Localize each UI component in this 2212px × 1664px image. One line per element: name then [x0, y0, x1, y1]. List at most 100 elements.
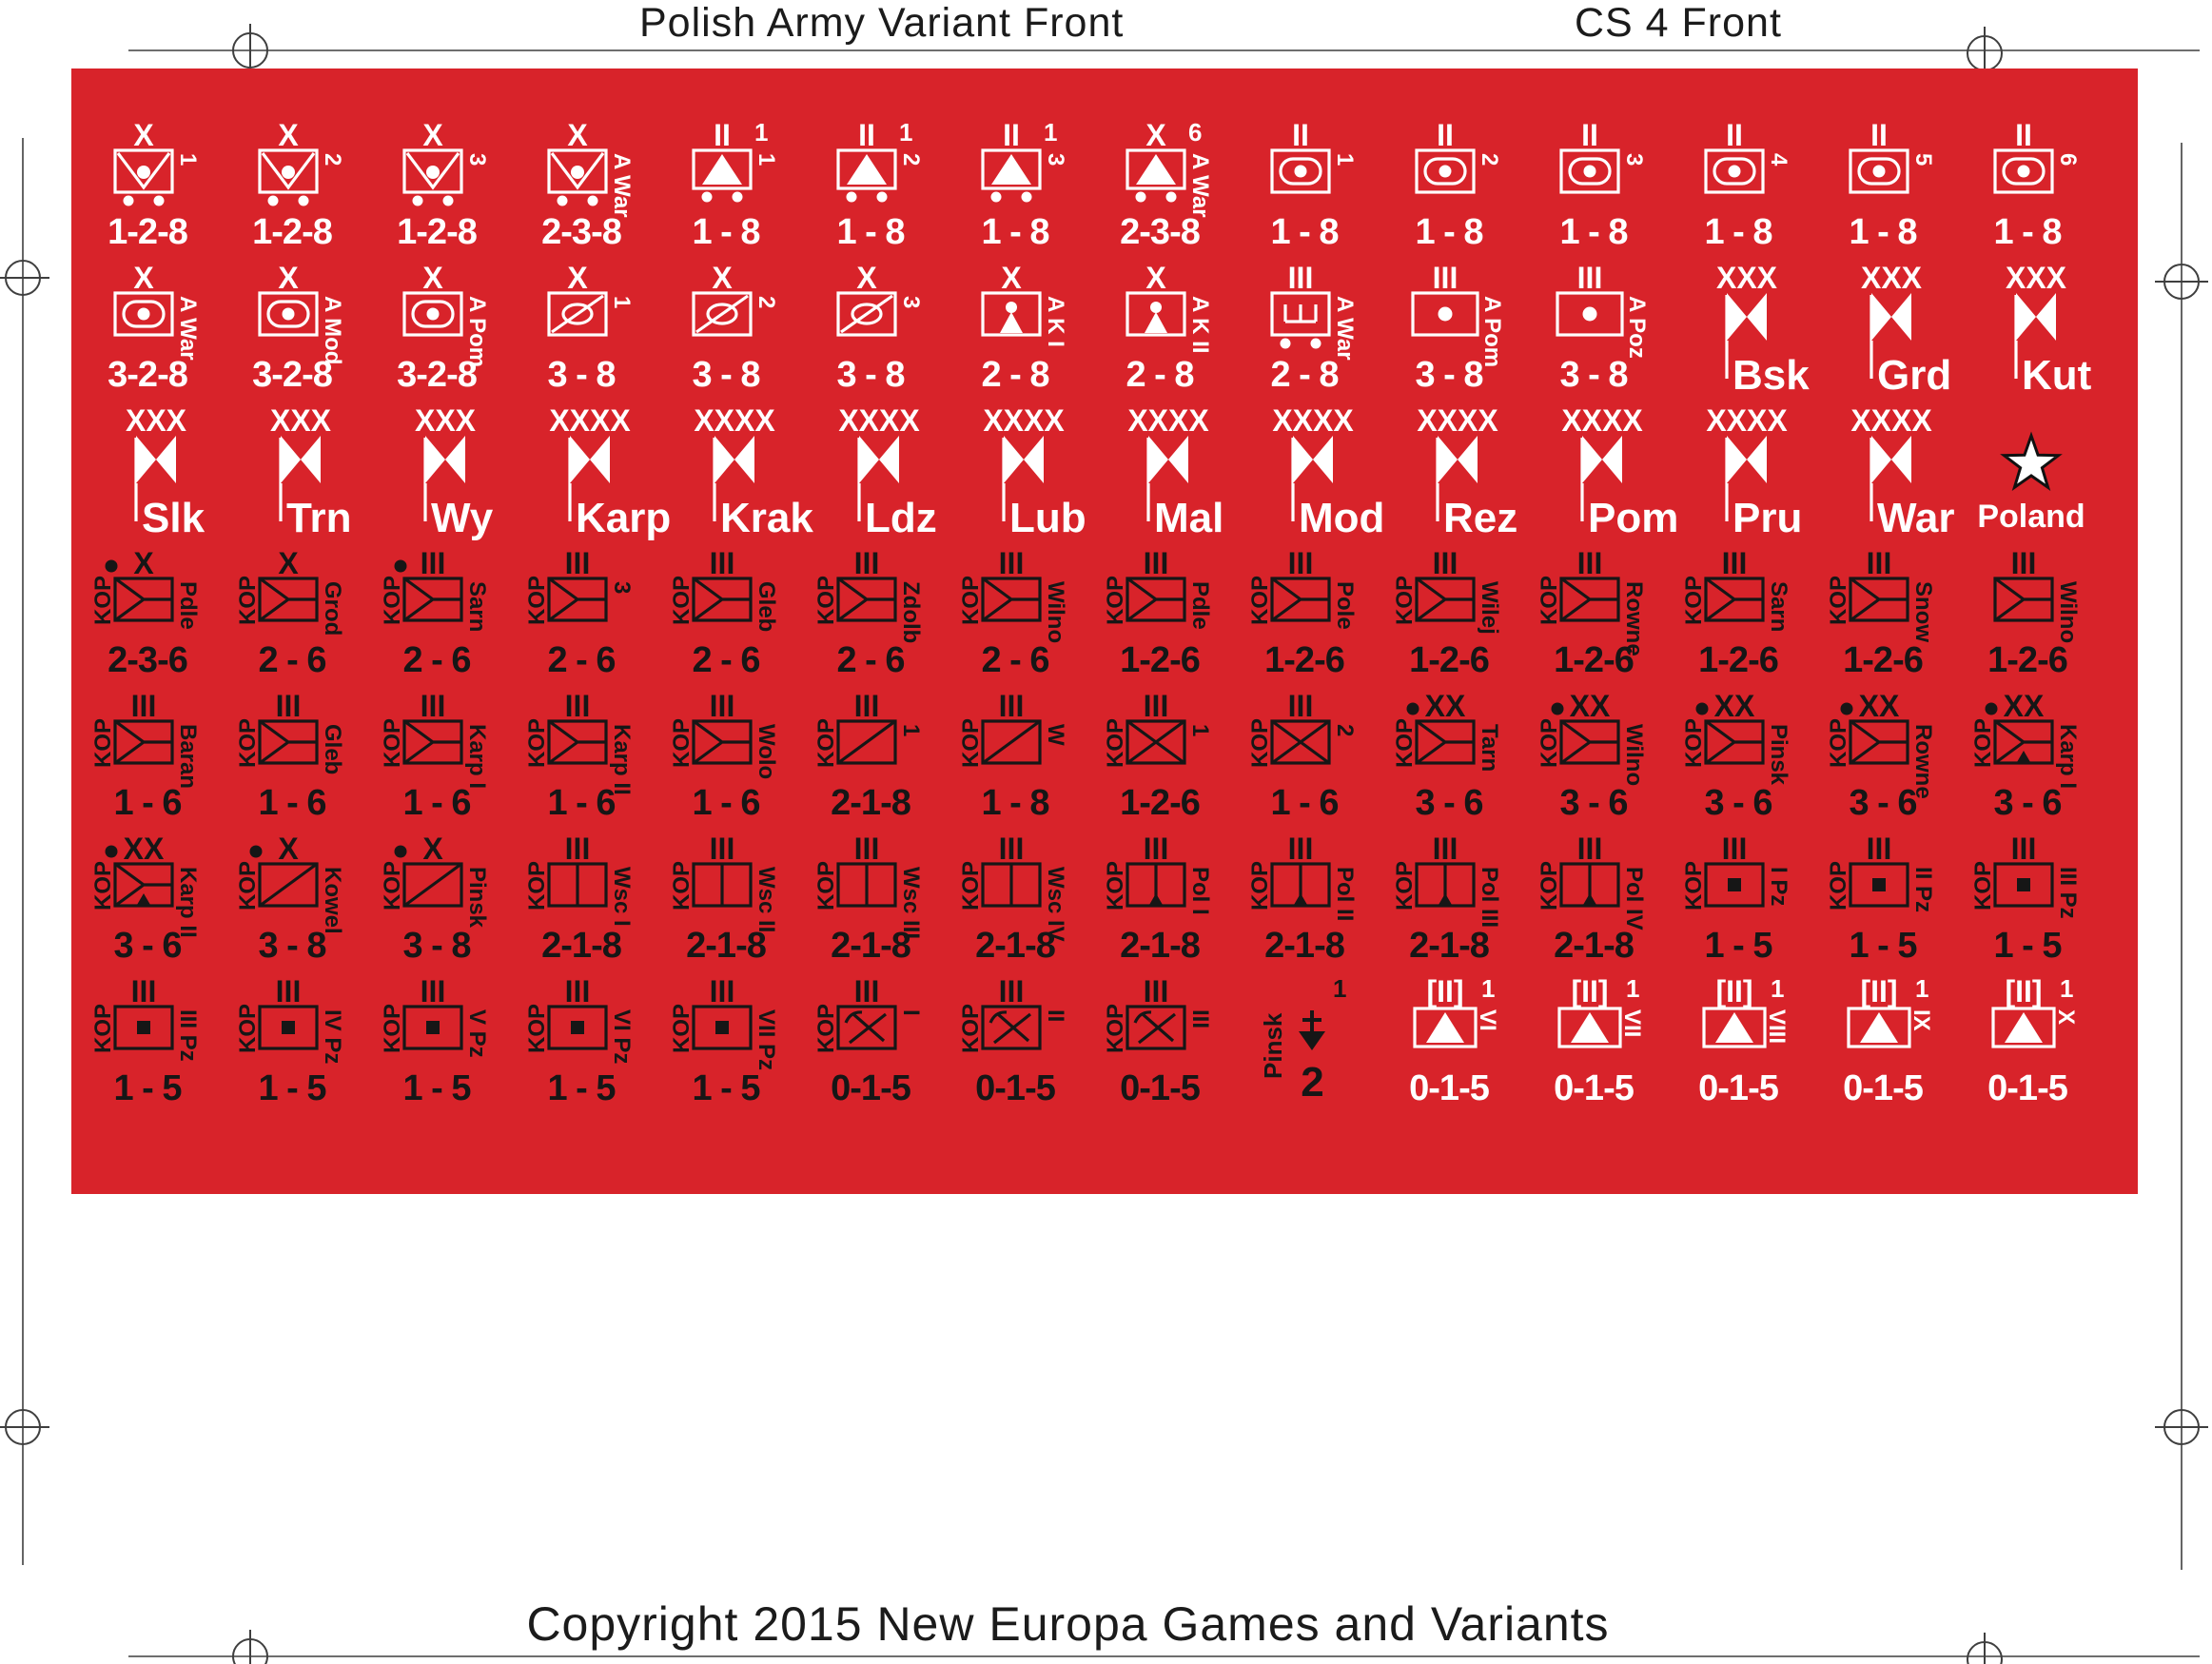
unit-symbol: [II] 1 VIII 0-1-5: [1698, 974, 1790, 1108]
combat-values: 0-1-5: [1698, 1068, 1779, 1108]
unit-symbol: III Karp II KOP 1 - 6: [524, 689, 635, 823]
unit-designation: Karp I: [2055, 724, 2081, 789]
kop-label: KOP: [1970, 718, 1996, 768]
combat-values: 1 - 8: [692, 212, 759, 252]
hq-flag-counter: XXXX Rez: [1380, 403, 1525, 550]
unit-symbol: X 2 1-2-8: [252, 118, 345, 252]
kop-label: KOP: [958, 861, 984, 910]
unit-symbol: III Wilej KOP 1-2-6: [1392, 546, 1502, 680]
unit-designation: Pole: [1332, 581, 1358, 630]
elite-dot: [105, 559, 118, 573]
combat-values: 1-2-6: [1843, 640, 1923, 680]
unit-designation: VIII: [1764, 1009, 1790, 1044]
hq-flag-counter: XXXX War: [1814, 403, 1959, 550]
unit-designation: 1: [754, 153, 779, 166]
size-indicator: XXXX: [983, 403, 1065, 438]
kop-label: KOP: [1103, 861, 1128, 910]
combat-values: 1 - 8: [1270, 212, 1338, 252]
combat-values: 2-3-8: [541, 212, 621, 252]
unit-designation: Wsc III: [898, 867, 924, 939]
unit-counter: X 2 1-2-8: [224, 118, 368, 264]
unit-counter: III Wilej KOP 1-2-6: [1380, 546, 1525, 693]
elite-dot: [394, 559, 407, 573]
unit-designation: Karp II: [175, 867, 201, 938]
kop-label: KOP: [380, 861, 405, 910]
combat-values: 3 - 8: [836, 355, 904, 395]
unit-symbol: XXXX War: [1850, 403, 1954, 541]
size-indicator: III: [710, 546, 735, 580]
hq-name: Kut: [2022, 352, 2092, 399]
unit-symbol: X A K II2 - 8: [1126, 261, 1213, 395]
size-indicator: XX: [1714, 689, 1755, 723]
size-indicator: III: [1144, 832, 1169, 866]
unit-designation: II: [1043, 1009, 1068, 1022]
combat-values: 1 - 5: [1704, 926, 1772, 966]
size-indicator: XXXX: [1850, 403, 1932, 438]
combat-values: 1-2-6: [1987, 640, 2067, 680]
unit-counter: III II Pz KOP 1 - 5: [1814, 832, 1959, 978]
hq-name: Ldz: [865, 495, 937, 541]
unit-counter: III III Pz KOP 1 - 5: [79, 974, 224, 1121]
size-indicator: XXXX: [549, 403, 631, 438]
size-indicator: X: [422, 261, 443, 295]
unit-counter: III III KOP 0-1-5: [1091, 974, 1236, 1121]
kop-label: KOP: [1681, 861, 1707, 910]
size-indicator: III: [999, 974, 1025, 1008]
unit-counter: X A K I 2 - 8: [947, 261, 1091, 407]
size-indicator: X: [1145, 118, 1166, 152]
combat-values: 2-1-8: [1264, 926, 1344, 966]
hq-flag-counter: XXXX Karp: [513, 403, 671, 550]
unit-counter: III VII Pz KOP 1 - 5: [657, 974, 802, 1121]
poland-marker: Poland: [1959, 407, 2104, 550]
size-indicator: II: [1437, 118, 1454, 152]
unit-designation: 1: [1187, 724, 1213, 736]
size-indicator: III: [1577, 546, 1603, 580]
hq-name: Trn: [286, 495, 351, 541]
kop-label: KOP: [1247, 718, 1273, 768]
size-indicator: XXXX: [1272, 403, 1354, 438]
combat-values: 3-2-8: [108, 355, 187, 395]
unit-designation: A War: [609, 153, 635, 218]
combat-values: 0-1-5: [1409, 1068, 1490, 1108]
unit-designation: Grod: [320, 581, 345, 636]
kop-label: KOP: [669, 718, 695, 768]
unit-symbol: II 1 1 - 8: [1270, 118, 1358, 252]
size-indicator: II: [1292, 118, 1309, 152]
size-indicator: II: [714, 118, 731, 152]
unit-designation: X: [2053, 1009, 2079, 1025]
unit-designation: Wilej: [1477, 581, 1502, 635]
combat-values: 1 - 5: [1849, 926, 1917, 966]
unit-counter: III Gleb KOP 2 - 6: [657, 546, 802, 693]
unit-counter: III V Pz KOP 1 - 5: [368, 974, 513, 1121]
size-indicator: XXX: [2006, 261, 2067, 295]
unit-counter: III A Pom 3 - 8: [1380, 261, 1525, 407]
unit-designation: Tarn: [1477, 724, 1502, 772]
country-name: Poland: [1977, 499, 2085, 535]
unit-counter: III Pol II KOP 2-1-8: [1236, 832, 1380, 978]
unit-counter: II 4 1 - 8: [1670, 118, 1814, 264]
combat-values: 1 - 5: [1993, 926, 2062, 966]
unit-symbol: X Kowel KOP 3 - 8: [235, 832, 345, 966]
unit-symbol: II 1 1 1 - 8: [692, 118, 779, 252]
hq-flag-counter: XXX Slk: [79, 403, 224, 550]
kop-label: KOP: [90, 1004, 116, 1053]
unit-symbol: III Pol IV KOP 2-1-8: [1537, 832, 1647, 966]
size-indicator: III: [565, 689, 591, 723]
size-indicator: X: [712, 261, 733, 295]
hq-name: Karp: [576, 495, 671, 541]
unit-symbol: III Pol II KOP 2-1-8: [1247, 832, 1358, 966]
hq-flag-counter: XXXX Lub: [947, 403, 1091, 550]
combat-values: 3 - 6: [1559, 783, 1627, 823]
size-indicator: III: [565, 546, 591, 580]
unit-designation: I Pz: [1766, 867, 1791, 906]
elite-dot: [1840, 702, 1853, 715]
kop-label: KOP: [1103, 1004, 1128, 1053]
size-indicator: III: [1722, 832, 1748, 866]
combat-values: 2-1-8: [975, 926, 1055, 966]
size-indicator: II: [858, 118, 875, 152]
unit-symbol: XXXX Lub: [983, 403, 1086, 541]
combat-values: 2: [1301, 1059, 1322, 1106]
unit-symbol: III Zdolb KOP 2 - 6: [813, 546, 924, 680]
unit-counter: XX Tarn KOP 3 - 6: [1380, 689, 1525, 835]
